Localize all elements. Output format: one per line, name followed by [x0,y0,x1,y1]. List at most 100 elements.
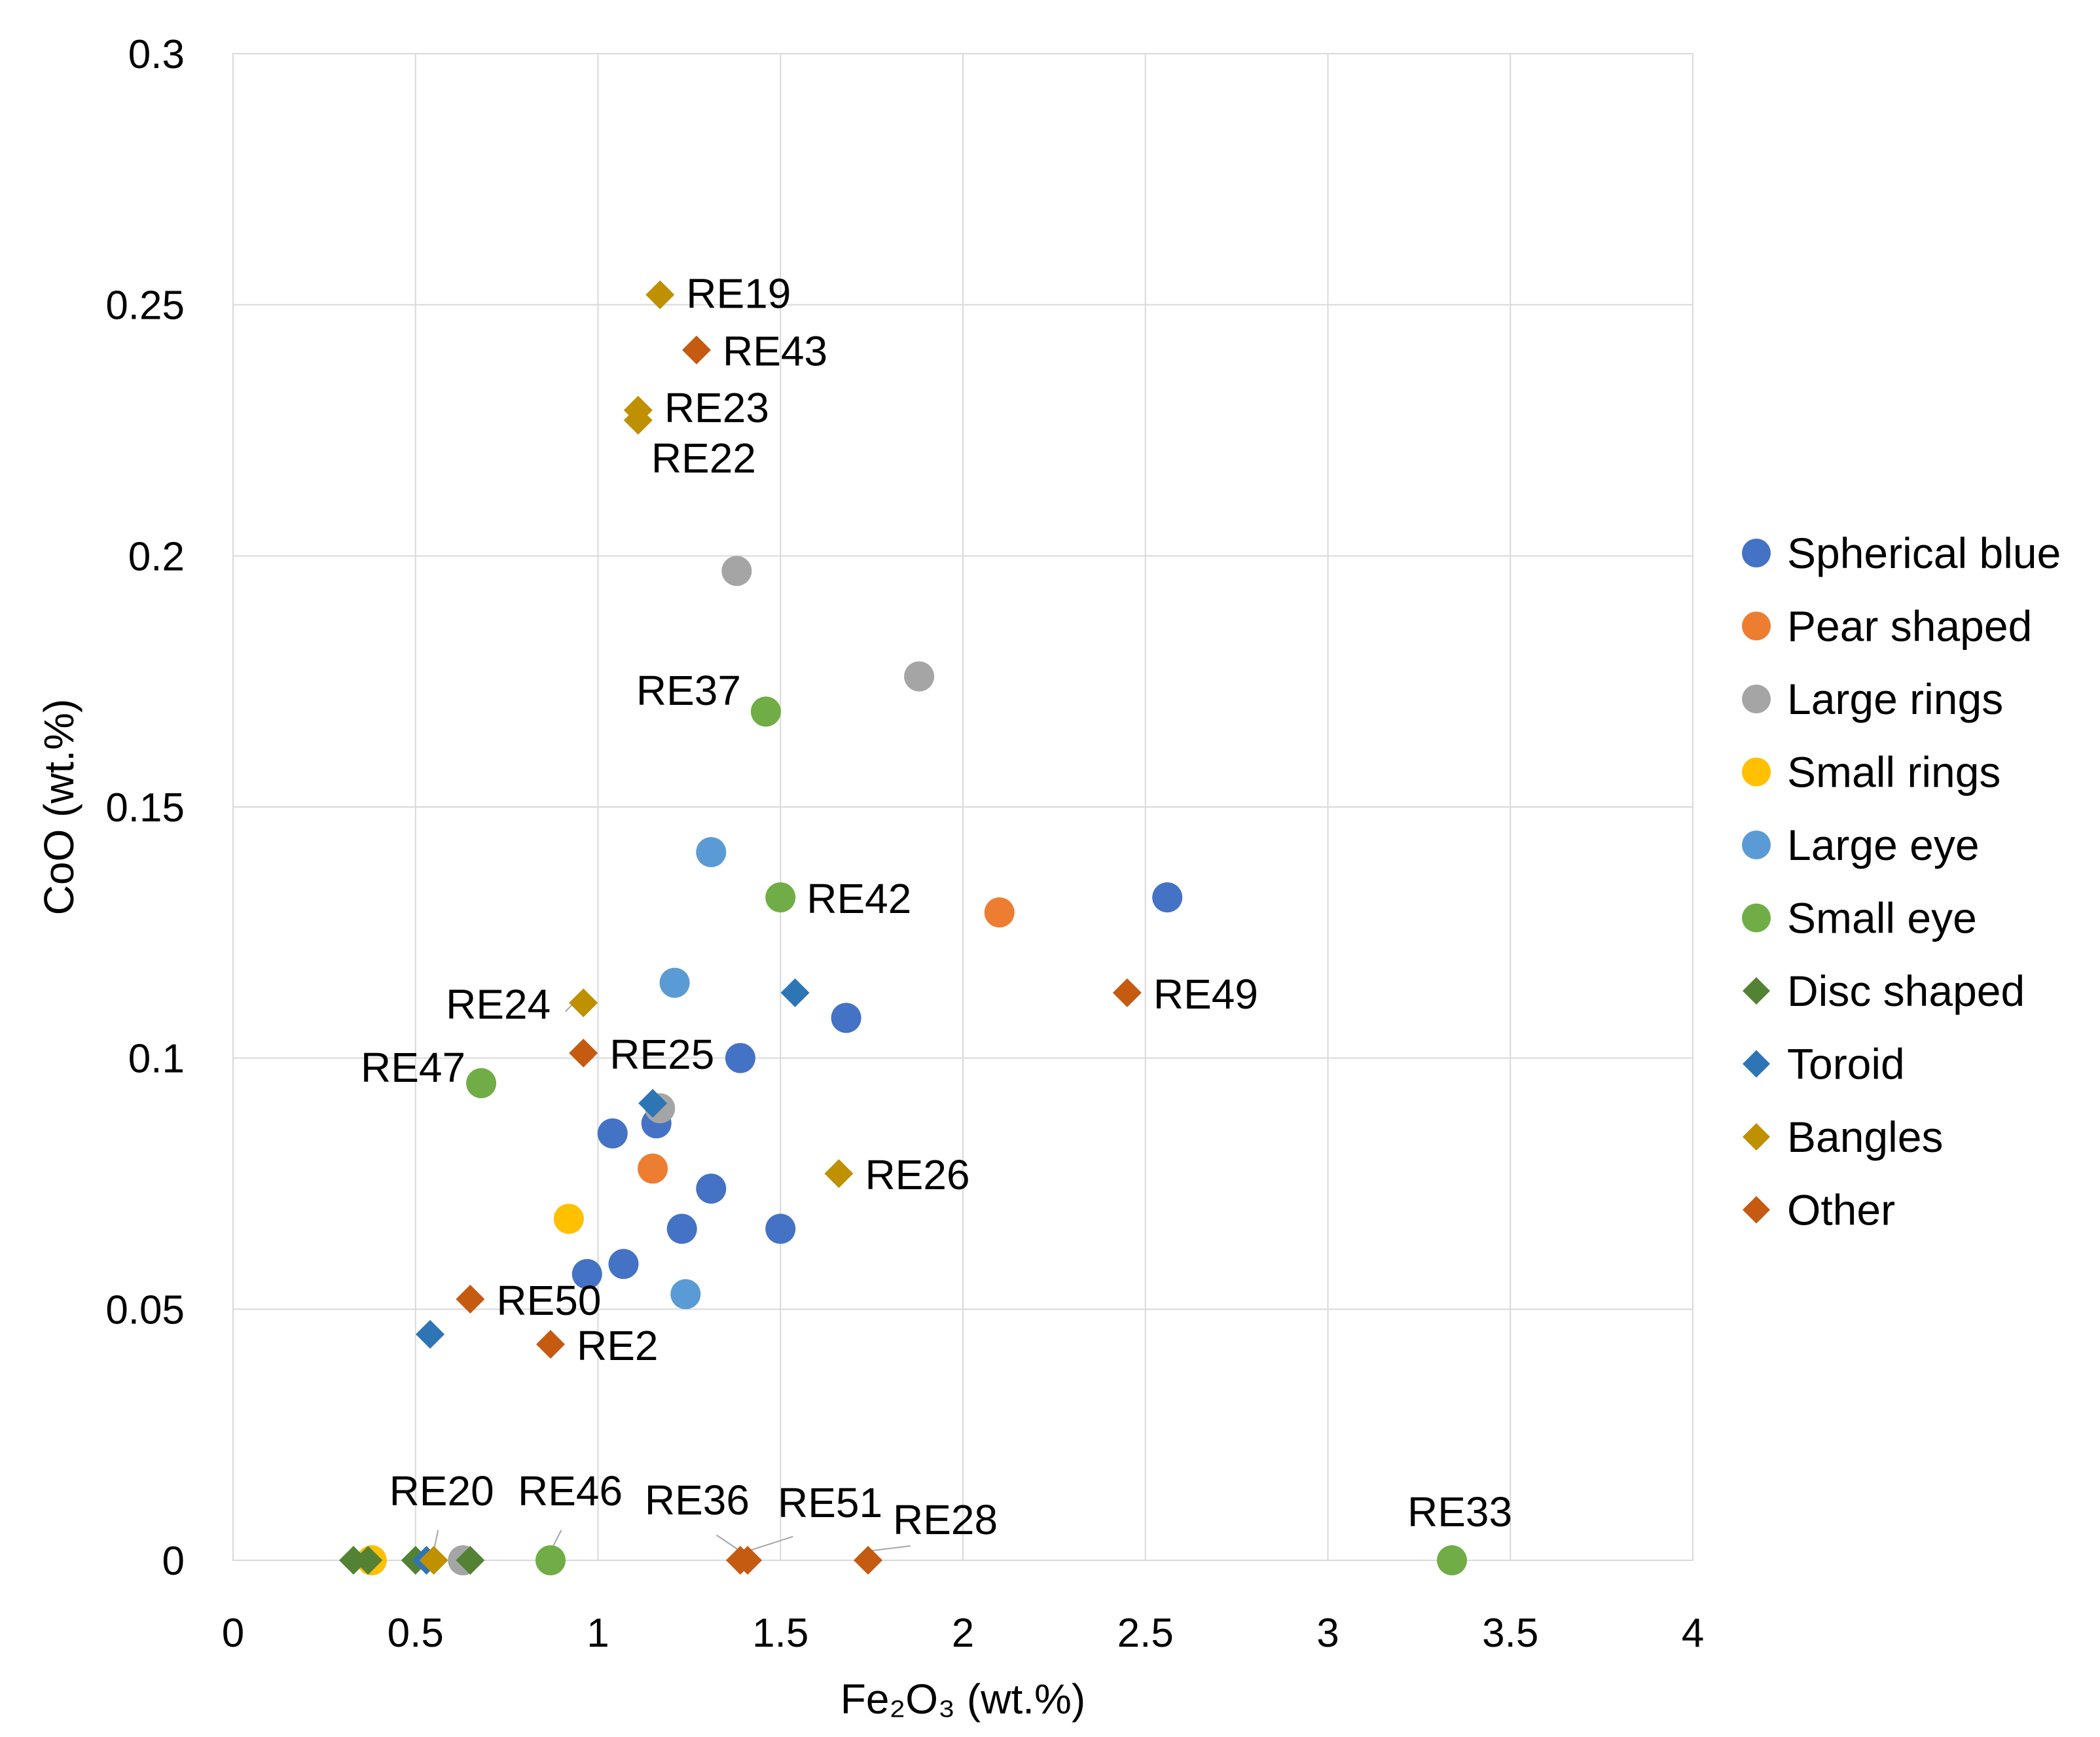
data-point [553,1204,584,1234]
legend-marker [1743,1123,1770,1151]
data-point [569,988,598,1018]
data-point [1437,1545,1468,1575]
legend-marker [1742,831,1771,859]
x-axis-ticks: 0 0.5 1 1.5 2 2.5 3 3.5 4 [222,1611,1704,1656]
y-tick-label: 0.15 [105,785,185,831]
point-label: RE49 [1153,971,1258,1018]
point-label: RE2 [577,1322,659,1369]
legend-marker [1742,757,1771,787]
x-tick-label: 0 [222,1611,244,1656]
y-tick-label: 0.25 [105,283,185,329]
point-label: RE42 [806,875,911,922]
point-label: RE25 [609,1031,714,1078]
data-point [682,335,712,365]
point-label: RE50 [496,1277,601,1324]
data-point [419,1546,448,1575]
point-label: RE28 [893,1496,998,1543]
legend-label: Large rings [1787,675,2003,723]
legend-label: Toroid [1787,1040,1905,1088]
legend-label: Large eye [1787,821,1980,869]
legend-label: Pear shaped [1787,602,2032,651]
legend-label: Spherical blue [1787,529,2061,577]
legend-label: Small eye [1787,894,1977,942]
data-point [645,280,675,310]
data-point [904,661,935,692]
legend-marker [1742,685,1771,713]
data-point [466,1068,497,1099]
data-point [696,837,727,868]
data-point [780,978,810,1007]
plot-area-border [232,53,1693,1561]
x-tick-label: 3.5 [1482,1611,1538,1656]
point-label: RE37 [636,667,741,714]
data-point [456,1284,485,1314]
legend: Spherical blue Pear shaped Large rings Smal… [1742,529,2061,1234]
y-axis-title: CoO (wt.%) [35,699,82,916]
grid [232,53,1693,1561]
point-label: RE33 [1407,1488,1512,1535]
data-point [854,1546,883,1575]
point-label: RE23 [664,384,769,431]
y-tick-label: 0.2 [128,534,185,579]
y-tick-label: 0.3 [128,32,185,77]
data-point [638,1153,668,1184]
x-tick-label: 0.5 [388,1611,444,1656]
y-tick-label: 0 [162,1539,185,1584]
data-point [569,1038,598,1067]
point-label: RE43 [723,328,827,375]
data-point [696,1173,727,1204]
legend-label: Disc shaped [1787,967,2025,1015]
point-label: RE26 [865,1151,969,1198]
leader-lines [433,702,911,1552]
point-label: RE46 [518,1467,623,1514]
data-point [338,1546,368,1575]
data-point [571,1259,602,1289]
x-axis-title: Fe₂O₃ (wt.%) [841,1675,1085,1723]
data-point [750,696,781,727]
point-label: RE47 [361,1044,465,1091]
data-point [721,556,752,586]
data-point [670,1279,701,1310]
data-point [765,882,796,913]
point-label: RE51 [778,1479,882,1526]
point-label: RE22 [651,435,756,482]
data-point [536,1330,566,1359]
y-axis-ticks: 0 0.05 0.1 0.15 0.2 0.25 0.3 [105,32,185,1584]
legend-label: Bangles [1787,1113,1944,1161]
leader-line [747,1535,793,1552]
data-point [535,1545,566,1575]
legend-label: Small rings [1787,748,2000,797]
data-point [725,1043,755,1073]
leader-line [867,1545,911,1552]
leader-line [716,1534,741,1552]
data-points [338,280,1468,1575]
point-label: RE20 [389,1467,494,1514]
data-point [733,1546,763,1575]
x-tick-label: 2 [952,1611,974,1656]
data-point [353,1546,383,1575]
legend-marker [1743,977,1770,1005]
legend-marker [1742,539,1771,567]
data-point [659,967,690,998]
data-point [666,1213,697,1244]
x-tick-label: 1.5 [752,1611,808,1656]
legend-marker [1743,1050,1770,1078]
data-point [765,1213,796,1244]
data-point [1152,882,1183,913]
x-tick-label: 4 [1682,1611,1704,1656]
data-point [623,406,653,435]
point-label: RE19 [686,270,791,317]
data-point [831,1003,861,1033]
data-point [608,1249,639,1280]
data-point [638,1088,668,1118]
point-label: RE24 [446,980,551,1028]
legend-marker [1742,611,1771,641]
data-point [984,897,1015,928]
x-tick-label: 1 [587,1611,609,1656]
data-point [824,1159,854,1189]
x-tick-label: 2.5 [1117,1611,1174,1656]
point-label: RE36 [645,1477,750,1524]
legend-label: Other [1787,1186,1895,1234]
